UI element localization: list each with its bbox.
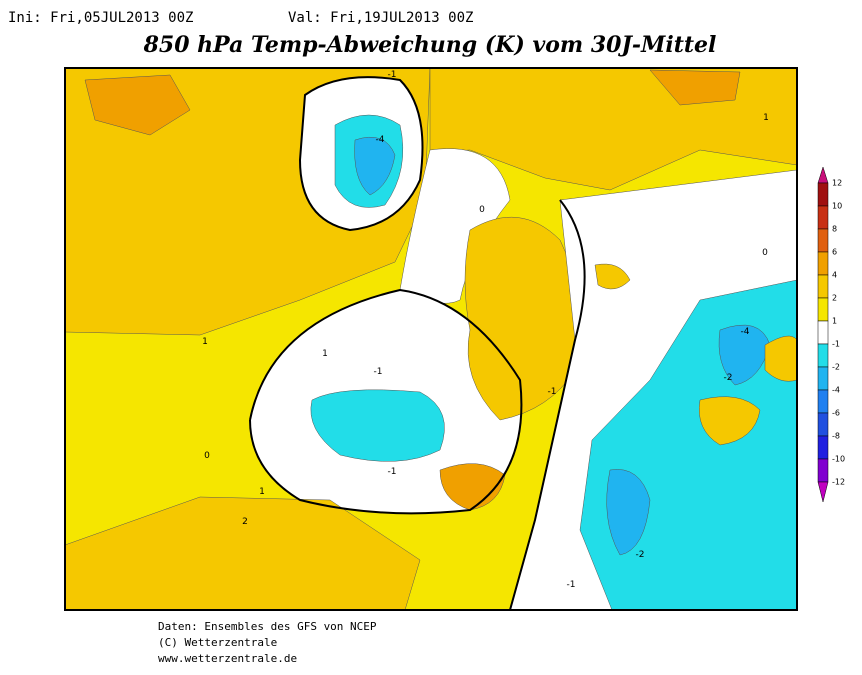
anomaly-area [310, 389, 445, 462]
footer-line: www.wetterzentrale.de [158, 652, 297, 665]
anomaly-area [439, 463, 506, 511]
colorbar-tick-label: 10 [832, 202, 842, 211]
anomaly-area [649, 69, 741, 106]
contour-label: -4 [376, 135, 385, 145]
contour-label: 1 [202, 337, 208, 347]
colorbar-segment [817, 228, 829, 253]
colorbar-tick-label: 2 [832, 294, 837, 303]
colorbar-tick-label: -12 [832, 478, 845, 487]
init-time: Ini: Fri,05JUL2013 00Z [8, 10, 193, 26]
map-title: 850 hPa Temp-Abweichung (K) vom 30J-Mitt… [143, 32, 717, 58]
colorbar-tick-label: -4 [832, 386, 840, 395]
colorbar-cap [817, 166, 829, 184]
colorbar-segment [817, 435, 829, 460]
colorbar-segment [817, 343, 829, 368]
anomaly-area [764, 335, 797, 382]
anomaly-area [594, 263, 631, 290]
colorbar-tick-label: 8 [832, 225, 837, 234]
colorbar-tick-label: 12 [832, 179, 842, 188]
footer-line: (C) Wetterzentrale [158, 636, 277, 649]
colorbar-tick-label: -6 [832, 409, 840, 418]
contour-label: -1 [548, 387, 557, 397]
colorbar-tick-label: -1 [832, 340, 840, 349]
zero-contour [509, 199, 586, 610]
colorbar-segment [817, 274, 829, 299]
contour-label: -1 [374, 367, 383, 377]
contour-label: 1 [322, 349, 328, 359]
zero-contour [249, 288, 523, 515]
colorbar-tick-label: 4 [832, 271, 837, 280]
contour-label: -1 [567, 580, 576, 590]
contour-label: 0 [479, 205, 485, 215]
anomaly-area [718, 324, 771, 386]
colorbar: 12 10 8 6 4 2 1 -1 -2 -4 -6 -8 -10 -12 [817, 166, 845, 503]
anomaly-area [606, 469, 651, 556]
colorbar-segment [817, 320, 829, 345]
colorbar-cap [817, 481, 829, 503]
contour-label: -1 [388, 70, 397, 80]
zero-contour [298, 76, 424, 232]
colorbar-segment [817, 366, 829, 391]
colorbar-segment [817, 297, 829, 322]
contour-label: -2 [724, 373, 733, 383]
anomaly-area [354, 136, 396, 196]
colorbar-segment [817, 251, 829, 276]
footer-line: Daten: Ensembles des GFS von NCEP [158, 620, 377, 633]
contour-label: 0 [204, 451, 210, 461]
contour-label: 1 [259, 487, 265, 497]
colorbar-tick-label: -10 [832, 455, 845, 464]
contour-label: 2 [242, 517, 248, 527]
contour-label: -1 [388, 467, 397, 477]
colorbar-segment [817, 205, 829, 230]
anomaly-area [399, 148, 511, 304]
contour-label: -4 [741, 327, 750, 337]
colorbar-tick-label: 6 [832, 248, 837, 257]
colorbar-segment [817, 412, 829, 437]
valid-time: Val: Fri,19JUL2013 00Z [288, 10, 473, 26]
anomaly-area [65, 496, 421, 610]
colorbar-tick-label: 1 [832, 317, 837, 326]
colorbar-tick-label: -8 [832, 432, 840, 441]
contour-label: -2 [636, 550, 645, 560]
contour-label: 0 [762, 248, 768, 258]
map: -1 -4 0 1 1 -1 0 -1 1 2 -1 -4 -2 -2 1 0 -1 [65, 68, 797, 610]
colorbar-tick-label: -2 [832, 363, 840, 372]
colorbar-segment [817, 389, 829, 414]
anomaly-area [698, 396, 761, 446]
colorbar-segment [817, 182, 829, 207]
anomaly-area [84, 74, 191, 136]
colorbar-segment [817, 458, 829, 483]
map-frame [64, 67, 798, 611]
contour-label: 1 [763, 113, 769, 123]
